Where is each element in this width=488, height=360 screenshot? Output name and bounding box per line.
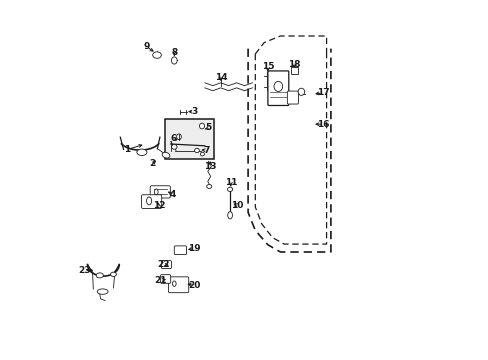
- Ellipse shape: [200, 152, 204, 156]
- Text: 2: 2: [149, 159, 156, 168]
- FancyBboxPatch shape: [267, 71, 288, 105]
- Ellipse shape: [273, 81, 282, 91]
- Text: 23: 23: [78, 266, 90, 275]
- Text: 5: 5: [205, 123, 211, 132]
- Text: 9: 9: [143, 42, 149, 51]
- Text: 13: 13: [203, 162, 216, 171]
- FancyBboxPatch shape: [161, 261, 171, 269]
- Ellipse shape: [298, 88, 304, 95]
- Ellipse shape: [194, 148, 199, 153]
- Text: 17: 17: [316, 88, 328, 97]
- FancyBboxPatch shape: [287, 91, 298, 104]
- FancyBboxPatch shape: [174, 246, 186, 255]
- Ellipse shape: [146, 197, 151, 205]
- Bar: [164, 119, 213, 159]
- Ellipse shape: [96, 273, 103, 278]
- Text: 12: 12: [152, 201, 165, 210]
- Text: 6: 6: [170, 134, 176, 143]
- Text: 18: 18: [287, 60, 300, 69]
- Text: 21: 21: [154, 276, 167, 284]
- Text: 10: 10: [231, 201, 243, 210]
- FancyBboxPatch shape: [160, 275, 170, 283]
- Text: 11: 11: [224, 178, 237, 187]
- Text: 20: 20: [187, 281, 200, 289]
- Ellipse shape: [137, 149, 146, 156]
- Ellipse shape: [171, 57, 177, 64]
- Ellipse shape: [171, 144, 177, 149]
- FancyBboxPatch shape: [141, 195, 162, 208]
- Text: 7: 7: [203, 146, 209, 155]
- Text: 1: 1: [124, 145, 130, 154]
- Text: 14: 14: [214, 73, 227, 82]
- Text: 4: 4: [169, 190, 175, 199]
- Ellipse shape: [227, 187, 232, 192]
- Ellipse shape: [162, 152, 169, 158]
- Ellipse shape: [152, 52, 161, 58]
- Text: 19: 19: [187, 244, 200, 253]
- Ellipse shape: [172, 281, 176, 287]
- Ellipse shape: [97, 289, 108, 294]
- Ellipse shape: [227, 212, 232, 219]
- Ellipse shape: [176, 134, 181, 140]
- Text: 3: 3: [191, 107, 197, 116]
- FancyBboxPatch shape: [150, 186, 170, 198]
- Ellipse shape: [206, 185, 211, 189]
- Text: 15: 15: [261, 62, 274, 71]
- Text: 8: 8: [171, 48, 177, 57]
- Ellipse shape: [154, 189, 158, 195]
- FancyBboxPatch shape: [168, 277, 188, 293]
- Bar: [290, 67, 297, 74]
- Text: 16: 16: [317, 120, 329, 129]
- Text: 22: 22: [157, 260, 169, 269]
- Ellipse shape: [199, 123, 204, 129]
- Ellipse shape: [110, 272, 116, 276]
